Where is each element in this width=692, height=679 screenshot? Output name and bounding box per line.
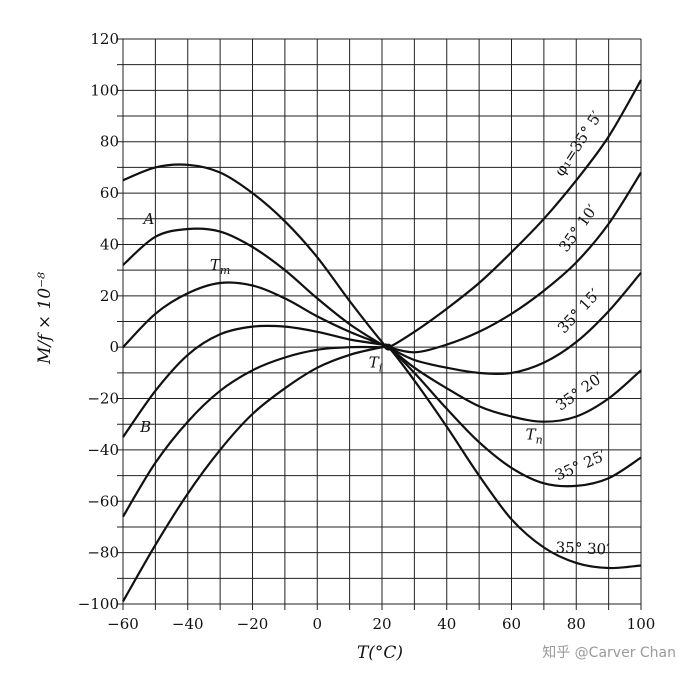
x-tick-label: 100 <box>627 615 656 633</box>
curve-annotation: B <box>139 418 151 436</box>
y-tick-label: −100 <box>78 595 119 613</box>
x-tick-label: 80 <box>567 615 586 633</box>
x-tick-label: −40 <box>172 615 204 633</box>
curve-annotation: Ti <box>369 354 383 375</box>
x-axis-title: T(°C) <box>357 643 403 663</box>
series-line-6 <box>122 343 642 602</box>
curve-annotation: Tn <box>526 426 543 447</box>
y-tick-label: 40 <box>100 235 119 253</box>
y-tick-label: −80 <box>87 544 119 562</box>
watermark: 知乎 @Carver Chan <box>542 644 676 661</box>
tick-labels: −60 −40 −20 0 20 40 60 80 100 120 100 80 60 40 20 0 −20 −… <box>78 30 656 633</box>
series-label-6: 35° 30′ <box>555 538 610 558</box>
x-tick-label: 20 <box>372 615 391 633</box>
x-tick-label: 60 <box>502 615 521 633</box>
y-tick-label: 20 <box>100 287 119 305</box>
y-tick-label: −40 <box>87 441 119 459</box>
y-axis-title: M/f × 10⁻⁸ <box>35 272 55 365</box>
x-tick-label: −20 <box>237 615 269 633</box>
y-tick-label: 120 <box>90 30 119 48</box>
x-tick-label: −60 <box>107 615 139 633</box>
y-tick-label: 80 <box>100 133 119 151</box>
curves <box>122 79 642 602</box>
y-tick-label: 60 <box>100 184 119 202</box>
y-tick-label: −60 <box>87 492 119 510</box>
y-tick-label: 100 <box>90 81 119 99</box>
annotations: A Tm B Ti Tn <box>139 210 543 447</box>
intersection-point <box>384 343 392 351</box>
x-tick-label: 0 <box>312 615 322 633</box>
y-tick-label: −20 <box>87 390 119 408</box>
curve-annotation: A <box>141 210 154 228</box>
curve-annotation: Tm <box>210 256 230 277</box>
x-tick-label: 40 <box>437 615 456 633</box>
y-tick-label: 0 <box>109 338 119 356</box>
